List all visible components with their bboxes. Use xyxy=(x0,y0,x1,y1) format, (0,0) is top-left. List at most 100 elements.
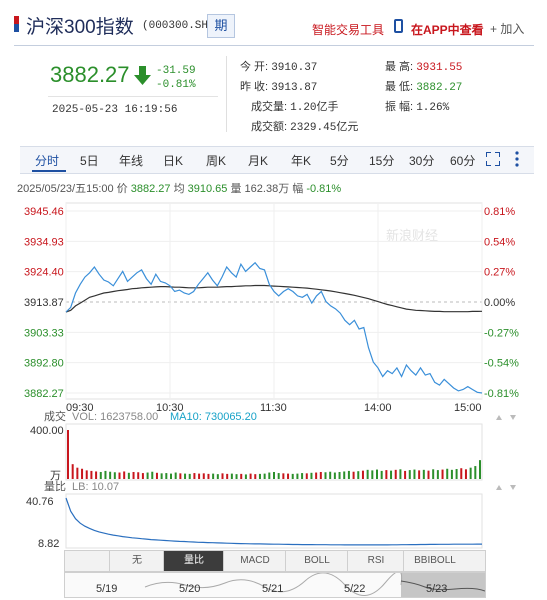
tab-60min[interactable]: 60分 xyxy=(450,154,476,168)
tab-daily-k[interactable]: 日K xyxy=(163,154,184,168)
volume-label: 成交量: xyxy=(251,101,288,113)
volume-bar xyxy=(446,468,449,479)
liangbi-label: 量比 xyxy=(44,480,66,493)
indicator-toolbar: 无 量比 MACD BOLL RSI BBIBOLL xyxy=(64,550,486,572)
volume-value-text: VOL: 1623758.00 xyxy=(72,411,158,423)
prev-close-label: 昨 收: xyxy=(240,81,269,93)
add-watchlist-button[interactable]: + 加入 xyxy=(490,22,525,36)
time-tick-label: 11:30 xyxy=(260,402,287,414)
change-percent: -0.81% xyxy=(156,79,196,91)
volume-bar xyxy=(67,430,69,479)
tab-weekly-k[interactable]: 周K xyxy=(206,154,227,168)
volume-bar xyxy=(413,469,416,479)
volume-bar xyxy=(371,470,374,479)
tab-monthly-k[interactable]: 月K xyxy=(248,154,269,168)
low-row: 最 低: 3882.27 xyxy=(385,78,462,94)
page-header: 沪深300指数 (000300.SH) 期 智能交易工具 在APP中查看 + 加… xyxy=(0,0,547,44)
volume-bar xyxy=(315,472,318,479)
indicator-none-button[interactable]: 无 xyxy=(109,551,164,571)
volume-bar xyxy=(464,469,467,479)
open-row: 今 开: 3910.37 xyxy=(240,58,317,74)
volume-bar xyxy=(235,474,238,479)
volume-bar xyxy=(455,469,458,479)
volume-bar xyxy=(249,473,252,479)
volume-bar xyxy=(469,467,472,479)
fullscreen-icon[interactable] xyxy=(486,152,500,166)
volume-bar xyxy=(216,474,219,479)
header-divider xyxy=(14,45,534,46)
percent-tick-label: -0.81% xyxy=(484,388,519,400)
info-avg: 3910.65 xyxy=(187,183,228,195)
volume-bar xyxy=(174,472,177,479)
volume-bar xyxy=(254,474,257,479)
volume-bar xyxy=(385,470,388,479)
futures-button[interactable]: 期 xyxy=(207,14,235,38)
indicator-bbiboll-button[interactable]: BBIBOLL xyxy=(403,551,466,571)
nav-date-522: 5/22 xyxy=(344,583,366,595)
indicator-macd-button[interactable]: MACD xyxy=(223,551,286,571)
nav-date-523: 5/23 xyxy=(426,583,448,595)
high-value: 3931.55 xyxy=(416,62,463,74)
brand-mark-red-icon xyxy=(14,16,19,24)
amplitude-label: 振 幅: xyxy=(385,101,414,113)
volume-bar xyxy=(422,469,425,479)
volume-bar xyxy=(301,473,304,479)
nav-date-521: 5/21 xyxy=(262,583,284,595)
volume-bar xyxy=(324,472,327,479)
info-vol: 162.38万 xyxy=(244,183,290,195)
smart-trading-link[interactable]: 智能交易工具 xyxy=(312,23,385,37)
volume-bars xyxy=(67,430,481,479)
volume-bar xyxy=(244,474,247,479)
price-tick-label: 3924.40 xyxy=(24,267,64,279)
more-menu-icon[interactable] xyxy=(514,151,520,167)
volume-bar xyxy=(352,471,355,479)
price-divider xyxy=(48,96,218,97)
date-navigator[interactable] xyxy=(64,572,486,598)
volume-bar xyxy=(263,473,266,479)
volume-bar xyxy=(118,472,121,479)
nav-date-520: 5/20 xyxy=(179,583,201,595)
volume-bar xyxy=(282,473,285,479)
volume-bar xyxy=(329,471,332,479)
volume-bar xyxy=(85,470,88,479)
nav-date-519: 5/19 xyxy=(96,583,118,595)
volume-top-tick: 400.00 xyxy=(30,425,64,437)
high-row: 最 高: 3931.55 xyxy=(385,58,462,74)
price-tick-label: 3903.33 xyxy=(24,327,64,339)
volume-bar xyxy=(450,469,453,479)
volume-bar xyxy=(123,471,126,479)
tab-intraday[interactable]: 分时 xyxy=(35,154,60,168)
time-tick-label: 09:30 xyxy=(66,402,94,414)
info-price: 3882.27 xyxy=(130,183,171,195)
hover-info-line: 2025/05/23/五15:00 价 3882.27 均 3910.65 量 … xyxy=(17,180,341,196)
navigator-sparkline xyxy=(144,573,485,596)
volume-bar xyxy=(479,460,481,479)
volume-bar xyxy=(109,471,112,479)
tab-5min[interactable]: 5分 xyxy=(330,154,349,168)
indicator-liangbi-button[interactable]: 量比 xyxy=(163,551,224,571)
volume-bar xyxy=(155,472,158,479)
amount-row: 成交额: 2329.45亿元 xyxy=(251,118,358,134)
volume-bar xyxy=(343,471,346,479)
price-panel-frame xyxy=(65,202,483,400)
percent-tick-label: 0.54% xyxy=(484,236,515,248)
volume-bar xyxy=(95,471,98,479)
volume-bar xyxy=(76,467,79,479)
view-in-app-link[interactable]: 在APP中查看 xyxy=(411,23,484,37)
volume-bar xyxy=(404,470,407,479)
tab-30min[interactable]: 30分 xyxy=(409,154,435,168)
tab-5day[interactable]: 5日 xyxy=(80,154,99,168)
change-value: -31.59 xyxy=(156,65,196,77)
phone-icon xyxy=(394,19,403,33)
navigator-selection[interactable] xyxy=(401,573,485,597)
open-label: 今 开: xyxy=(240,61,269,73)
volume-bar xyxy=(474,466,477,479)
info-vol-label: 量 xyxy=(230,183,242,195)
volume-bar xyxy=(184,473,187,479)
indicator-boll-button[interactable]: BOLL xyxy=(285,551,348,571)
tab-yearline[interactable]: 年线 xyxy=(119,154,144,168)
volume-bar xyxy=(408,470,411,479)
indicator-rsi-button[interactable]: RSI xyxy=(347,551,404,571)
tab-15min[interactable]: 15分 xyxy=(369,154,395,168)
tab-yearly-k[interactable]: 年K xyxy=(291,154,312,168)
